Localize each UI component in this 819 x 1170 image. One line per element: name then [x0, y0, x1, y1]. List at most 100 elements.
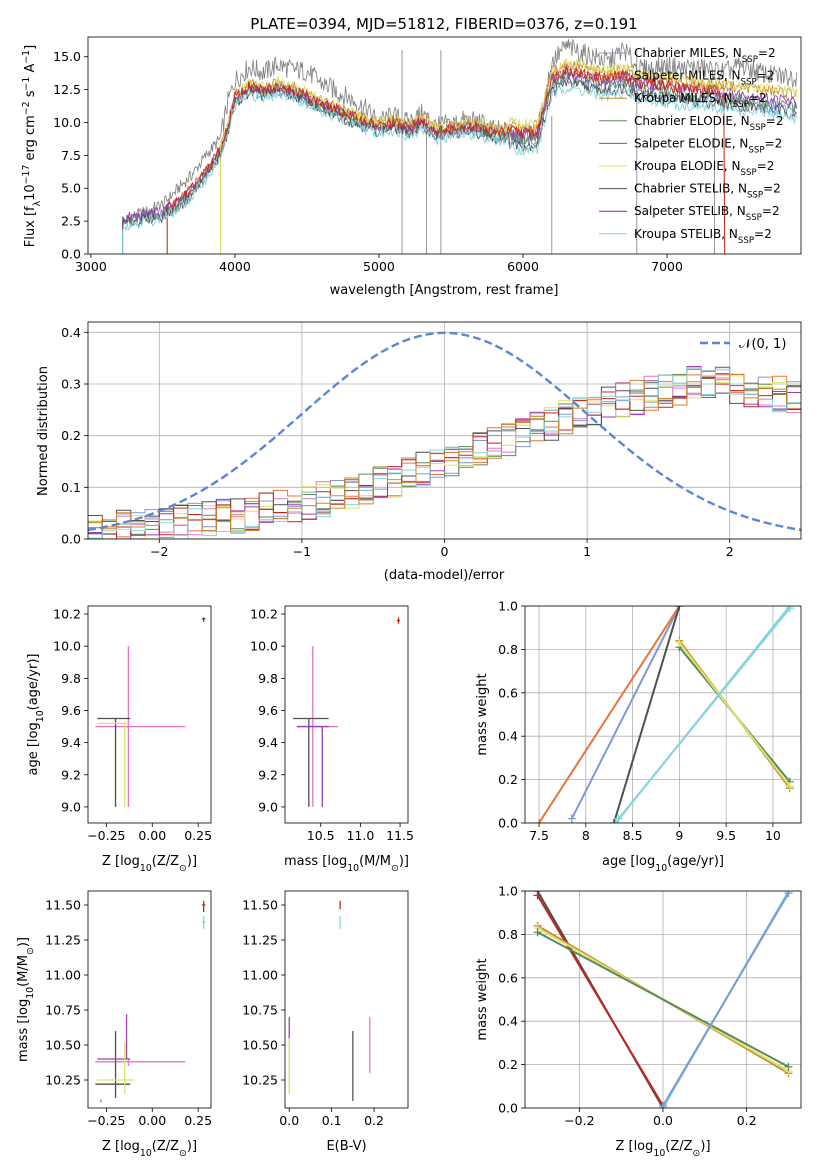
weight-Z-axes: −0.2 0.0 0.2 0.0 0.2 0.4 0.6 0.8 1.0 Z [log10(Z/Z…	[475, 884, 802, 1159]
y-tick-label: 10.75	[45, 1003, 81, 1018]
y-tick-label: 9.4	[61, 735, 81, 750]
y-tick-label: 9.8	[258, 671, 278, 686]
weight-Z-axes-plot	[525, 891, 801, 1108]
y-tick-label: 9.8	[61, 671, 81, 686]
x-axis-label: Z [log10(Z/Z⊙)]	[102, 1139, 197, 1159]
spectrum-axes-plot	[122, 39, 798, 254]
y-tick-label: 0.2	[61, 428, 81, 443]
x-tick-label: 0.0	[279, 1113, 299, 1128]
x-tick-label: 11.0	[346, 828, 374, 843]
axes-frame	[284, 605, 409, 824]
x-axis-label: Z [log10(Z/Z⊙)]	[615, 1139, 710, 1159]
model-spectrum	[122, 77, 798, 254]
legend-entry: Salpeter STELIB, NSSP=2	[634, 204, 780, 223]
x-tick-label: 0	[441, 544, 449, 559]
x-tick-label: −0.25	[87, 828, 125, 843]
y-tick-label: 10.0	[53, 639, 81, 654]
x-tick-label: 0.25	[184, 1113, 212, 1128]
weight-marker	[675, 606, 684, 610]
y-tick-label: 5.0	[61, 181, 81, 196]
weight-marker	[535, 819, 544, 823]
weight-line	[617, 607, 791, 820]
y-tick-label: 0.6	[498, 970, 518, 985]
y-tick-label: 9.6	[61, 703, 81, 718]
legend-entry: Salpeter MILES, NSSP=2	[634, 69, 774, 88]
x-tick-label: −0.25	[87, 1113, 125, 1128]
weight-marker	[659, 1101, 667, 1108]
y-tick-label: 10.25	[242, 1073, 278, 1088]
weight-marker	[533, 891, 542, 900]
y-tick-label: 0.6	[498, 685, 518, 700]
y-tick-label: 11.25	[242, 933, 278, 948]
weight-age-axes-frame: 7.5 8 8.5 9 9.5 10 0.0 0.2 0.4 0.6 0.8 1.0	[498, 599, 802, 843]
y-tick-label: 0.8	[498, 642, 518, 657]
weight-age-axes-plot	[525, 606, 801, 823]
x-axis-label: Z [log10(Z/Z⊙)]	[102, 854, 197, 874]
residual-histogram	[88, 367, 801, 539]
Z-mass-axes-plot	[95, 900, 206, 1103]
weight-marker	[675, 638, 684, 647]
x-axis-label: (data-model)/error	[384, 568, 505, 583]
legend-entry: Chabrier STELIB, NSSP=2	[634, 182, 781, 201]
y-tick-label: 0.8	[498, 927, 518, 942]
x-tick-label: 0.2	[364, 1113, 384, 1128]
x-tick-label: 4000	[219, 259, 251, 274]
y-axis-label: Normed distribution	[36, 366, 51, 496]
weight-line	[538, 606, 681, 823]
weight-line	[678, 642, 791, 787]
y-tick-label: 1.0	[498, 599, 518, 614]
weight-line	[612, 606, 681, 823]
x-tick-label: 6000	[507, 259, 539, 274]
EBV-mass-axes: 0.0 0.1 0.2 10.25 10.50 10.75 11.00 11.25 11.50 E…	[242, 890, 409, 1154]
spectrum-axes: 3000 4000 5000 6000 7000 0.0 2.5 5.0 7.5 10.0 12.5…	[21, 36, 802, 298]
weight-marker	[614, 814, 623, 823]
x-axis-label: E(B-V)	[326, 1139, 366, 1154]
y-tick-label: 0.4	[498, 729, 518, 744]
legend-entry: Kroupa ELODIE, NSSP=2	[634, 159, 774, 178]
y-tick-label: 0.2	[498, 1057, 518, 1072]
x-tick-label: −0.2	[564, 1113, 594, 1128]
y-tick-label: 0.0	[498, 1101, 518, 1116]
x-tick-label: 0.0	[653, 1113, 673, 1128]
y-axis-label: mass [log10(M/M⊙)]	[16, 937, 36, 1062]
y-tick-label: 11.00	[45, 968, 81, 983]
y-tick-label: 2.5	[61, 214, 81, 229]
legend-entry: Salpeter ELODIE, NSSP=2	[634, 136, 782, 155]
legend-entry: Kroupa MILES, NSSP=2	[634, 91, 767, 110]
Z-mass-axes-frame: −0.25 0.00 0.25 10.25 10.50 10.75 11.00 11.25 11…	[45, 890, 212, 1128]
y-tick-label: 0.0	[498, 816, 518, 831]
x-tick-label: 10.5	[307, 828, 335, 843]
weight-marker	[784, 891, 793, 898]
axes-frame	[87, 890, 212, 1109]
weight-marker	[567, 814, 576, 823]
y-tick-label: 9.6	[258, 703, 278, 718]
y-tick-label: 7.5	[61, 148, 81, 163]
x-tick-label: 10	[765, 828, 781, 843]
spectrum-axes-frame: 3000 4000 5000 6000 7000 0.0 2.5 5.0 7.5 10.0 12.5…	[53, 36, 802, 274]
x-tick-label: 1	[583, 544, 591, 559]
x-tick-label: 0.00	[138, 1113, 166, 1128]
x-tick-label: 0.25	[184, 828, 212, 843]
y-tick-label: 11.00	[242, 968, 278, 983]
x-tick-label: 8.5	[623, 828, 643, 843]
y-tick-label: 12.5	[53, 82, 81, 97]
x-tick-label: 7.5	[529, 828, 549, 843]
axes-frame	[87, 36, 802, 255]
weight-marker	[785, 606, 794, 613]
y-tick-label: 10.25	[45, 1073, 81, 1088]
model-spectrum	[166, 65, 726, 254]
axes-frame	[524, 605, 802, 824]
weight-marker	[611, 819, 620, 823]
x-tick-label: 3000	[75, 259, 107, 274]
EBV-mass-axes-frame: 0.0 0.1 0.2 10.25 10.50 10.75 11.00 11.25 11.50	[242, 890, 409, 1128]
y-tick-label: 1.0	[498, 884, 518, 899]
weight-line	[536, 894, 664, 1107]
y-tick-label: 9.0	[61, 799, 81, 814]
x-axis-label: wavelength [Angstrom, rest frame]	[330, 283, 559, 298]
y-tick-label: 11.25	[45, 933, 81, 948]
residual-axes: −2 −1 0 1 2 0.0 0.1 0.2 0.3 0.4 𝒩(0, 1) (data-model…	[36, 321, 802, 583]
weight-Z-axes-frame: −0.2 0.0 0.2 0.0 0.2 0.4 0.6 0.8 1.0	[498, 884, 802, 1128]
mass-age-axes-frame: 10.5 11.0 11.5 9.0 9.2 9.4 9.6 9.8 10.0 10.2	[250, 605, 414, 843]
figure-title: PLATE=0394, MJD=51812, FIBERID=0376, z=0…	[250, 15, 637, 33]
x-tick-label: 11.5	[386, 828, 414, 843]
